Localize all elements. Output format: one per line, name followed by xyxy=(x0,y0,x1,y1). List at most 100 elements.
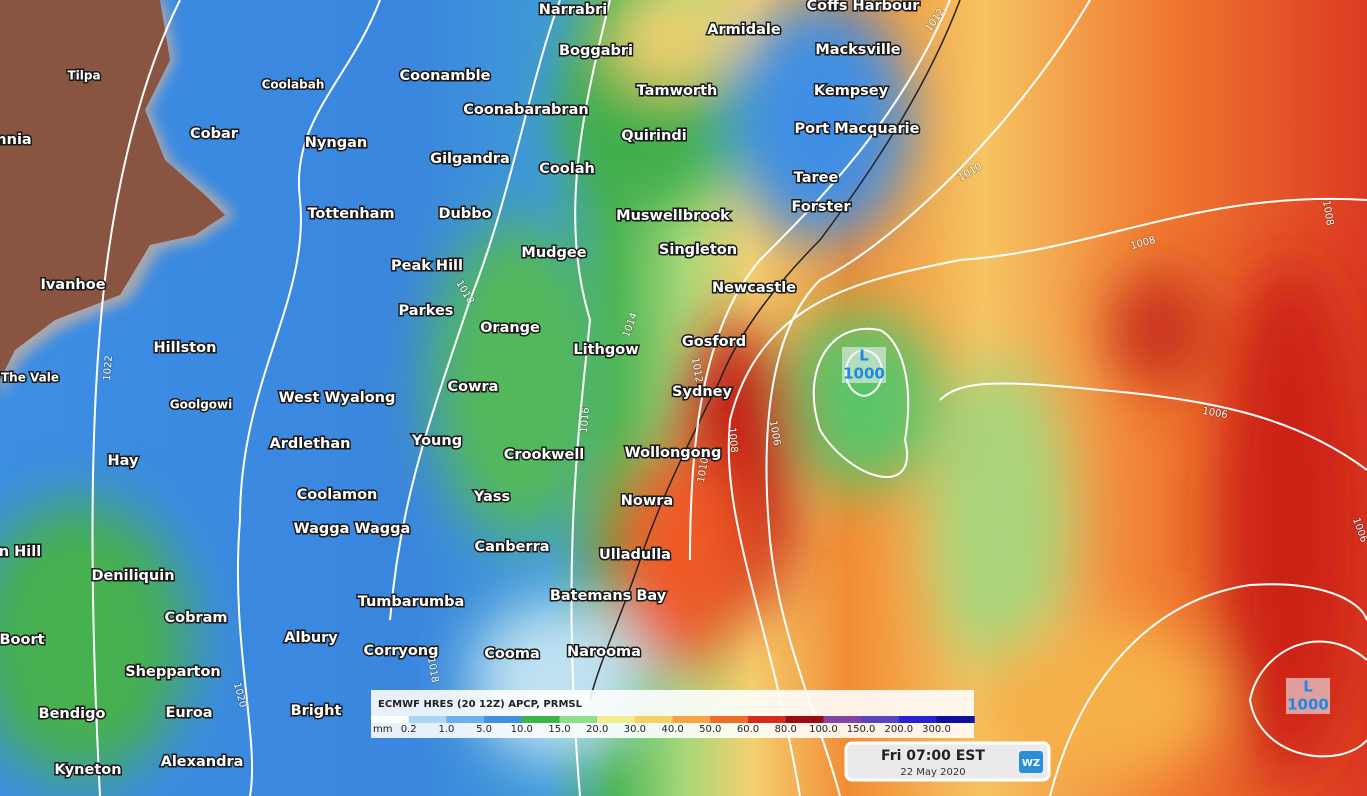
isobar-label: 1018 xyxy=(425,657,440,684)
place-label: Singleton xyxy=(659,242,737,258)
place-label: Nyngan xyxy=(305,135,367,151)
low-pressure: 1000 xyxy=(1287,696,1329,714)
colorbar-label: 5.0 xyxy=(476,724,492,735)
place-label: Coffs Harbour xyxy=(807,0,921,14)
place-label: Cobram xyxy=(164,610,227,626)
place-label: Shepparton xyxy=(125,664,221,680)
colorbar-label: 30.0 xyxy=(624,724,646,735)
place-label: Young xyxy=(411,433,462,449)
colorbar-label: 200.0 xyxy=(884,724,913,735)
colorbar-swatch xyxy=(634,716,674,723)
place-label: Hillston xyxy=(154,340,217,356)
place-label: Nowra xyxy=(621,493,673,509)
place-label: Boggabri xyxy=(559,43,633,59)
isobar-label: 1012 xyxy=(689,357,704,384)
colorbar-swatch xyxy=(936,716,975,723)
place-label: Kyneton xyxy=(54,762,121,778)
place-label: Deniliquin xyxy=(91,568,174,584)
place-label: Narooma xyxy=(567,644,641,660)
place-label: Tumbarumba xyxy=(358,594,465,610)
low-badge xyxy=(842,347,886,383)
colorbar-label: 50.0 xyxy=(699,724,721,735)
place-label: Coolabah xyxy=(262,78,325,92)
timebox-panel xyxy=(844,741,1051,782)
place-label: Alexandra xyxy=(161,754,244,770)
place-label: Coonamble xyxy=(400,68,491,84)
place-label: Cowra xyxy=(448,379,499,395)
colorbar-swatch xyxy=(446,716,485,723)
place-label: Peak Hill xyxy=(391,258,463,274)
place-label: Tilpa xyxy=(67,69,100,83)
low-letter: L xyxy=(859,347,869,365)
place-label: Mudgee xyxy=(521,245,586,261)
place-label: Orange xyxy=(480,320,540,336)
isobar-label: 1016 xyxy=(579,407,592,433)
isobar-label: 1010 xyxy=(696,457,711,484)
colorbar-swatch xyxy=(710,716,749,723)
colorbar-swatch xyxy=(672,716,711,723)
colorbar-swatch xyxy=(898,716,937,723)
place-label: Goolgowi xyxy=(170,398,232,412)
place-label: Muswellbrook xyxy=(616,208,730,224)
place-label: Albury xyxy=(284,630,338,646)
place-label: Coolah xyxy=(539,161,595,177)
place-label: Coonabarabran xyxy=(463,102,588,118)
timebox: Fri 07:00 EST 22 May 2020 WZ xyxy=(844,741,1051,782)
colorbar-swatch xyxy=(748,716,787,723)
isobar-label: 1008 xyxy=(726,427,739,453)
place-label: Cobar xyxy=(190,126,239,142)
colorbar-label: 10.0 xyxy=(511,724,533,735)
place-label: West Wyalong xyxy=(279,390,396,406)
colorbar-swatch xyxy=(785,716,824,723)
place-label: Hay xyxy=(108,453,139,469)
low-badge xyxy=(1286,678,1330,714)
place-label: Narrabri xyxy=(539,2,608,18)
place-label: Lithgow xyxy=(573,342,638,358)
place-label: Kempsey xyxy=(814,83,889,99)
legend-unit: mm xyxy=(373,724,392,735)
logo: WZ xyxy=(1022,758,1040,769)
legend: ECMWF HRES (20 12Z) APCP, PRMSL mm 0.2 1.… xyxy=(371,690,975,738)
colorbar-swatch xyxy=(559,716,598,723)
place-label: Coolamon xyxy=(297,487,378,503)
isobar-label: 1006 xyxy=(767,420,782,447)
logo-bg xyxy=(1019,751,1043,773)
legend-panel xyxy=(371,690,974,738)
place-label: Taree xyxy=(794,170,839,186)
place-label: Newcastle xyxy=(712,280,796,296)
place-label: Yass xyxy=(473,489,510,505)
place-label: Ivanhoe xyxy=(40,277,105,293)
place-label: Sydney xyxy=(672,384,732,400)
place-label: Wollongong xyxy=(625,445,722,461)
place-label: The Vale xyxy=(1,371,59,385)
colorbar-swatch xyxy=(484,716,523,723)
colorbar-label: 40.0 xyxy=(661,724,683,735)
place-label: Crookwell xyxy=(504,447,585,463)
colorbar-label: 300.0 xyxy=(922,724,951,735)
place-label: Port Macquarie xyxy=(795,121,920,137)
date: 22 May 2020 xyxy=(900,767,965,778)
place-label: Batemans Bay xyxy=(550,588,667,604)
place-label: Corryong xyxy=(363,643,438,659)
colorbar-label: 100.0 xyxy=(809,724,838,735)
place-label: Bright xyxy=(291,703,342,719)
place-label: Quirindi xyxy=(621,128,686,144)
place-label: Forster xyxy=(792,199,852,215)
place-label: Dubbo xyxy=(438,206,491,222)
place-label: Gilgandra xyxy=(430,151,510,167)
isobar-label: 1008 xyxy=(1320,200,1335,227)
time: Fri 07:00 EST xyxy=(881,748,985,764)
land xyxy=(0,0,225,380)
colorbar-label: 15.0 xyxy=(548,724,570,735)
colorbar-swatch xyxy=(823,716,862,723)
colorbar-label: 20.0 xyxy=(586,724,608,735)
coastline xyxy=(589,0,961,701)
place-label: Ardlethan xyxy=(270,436,351,452)
place-label: Tottenham xyxy=(307,206,394,222)
place-label: Boort xyxy=(0,632,45,648)
place-label: Canberra xyxy=(474,539,549,555)
colorbar-label: 60.0 xyxy=(737,724,759,735)
colorbar-label: 80.0 xyxy=(775,724,797,735)
place-label: Parkes xyxy=(399,303,454,319)
